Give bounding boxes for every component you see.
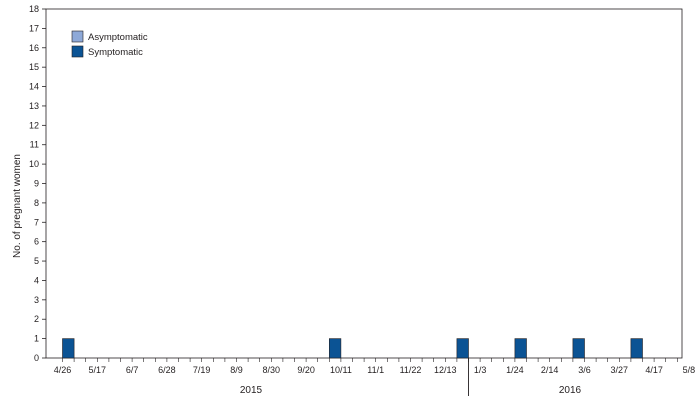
x-tick-label: 1/3 [474,365,487,375]
x-tick-label: 11/1 [367,365,384,375]
bar-symptomatic [328,338,342,359]
y-tick-label: 0 [34,353,39,363]
x-tick-label: 12/13 [434,365,457,375]
legend-label-asymptomatic: Asymptomatic [88,32,148,43]
x-tick-label: 9/20 [297,365,315,375]
y-tick-label: 15 [29,62,39,72]
bar-symptomatic [514,338,527,359]
x-tick-label: 5/8 [683,365,696,375]
legend-swatch-symptomatic [71,45,84,58]
bar-symptomatic [572,338,585,359]
y-tick-label: 7 [34,217,39,227]
bar-symptomatic [62,338,75,359]
x-tick-label: 6/28 [158,365,176,375]
y-tick-label: 14 [29,82,39,92]
x-tick-label: 3/27 [611,365,629,375]
y-tick-label: 17 [29,23,39,33]
y-tick-label: 10 [29,159,39,169]
x-tick-label: 8/30 [263,365,281,375]
x-tick-label: 4/26 [54,365,72,375]
y-tick-label: 12 [29,120,39,130]
x-tick-label: 10/11 [330,365,352,375]
y-tick-label: 13 [29,101,39,111]
x-axis: 4/26 5/17 6/7 6/28 7/19 8/9 8/30 9/20 10/11 11/1 1… [54,358,695,396]
y-axis-label: No. of pregnant women [12,154,23,258]
x-tick-label: 1/24 [506,365,524,375]
y-tick-label: 2 [34,314,39,324]
y-tick-label: 8 [34,198,39,208]
x-tick-label: 4/17 [645,365,663,375]
y-tick-label: 16 [29,43,39,53]
y-tick-label: 5 [34,256,39,266]
year-label-2015: 2015 [240,385,263,396]
bar-symptomatic [456,338,469,359]
x-tick-label: 6/7 [126,365,139,375]
y-tick-label: 9 [34,179,39,189]
y-tick-label: 18 [29,4,39,14]
y-tick-label: 3 [34,295,39,305]
x-tick-label: 3/6 [578,365,591,375]
y-tick-label: 1 [34,334,39,344]
legend-swatch-asymptomatic [71,30,84,43]
legend: Asymptomatic Symptomatic [71,30,148,58]
year-label-2016: 2016 [559,385,582,396]
plot-frame [45,8,683,359]
x-tick-label: 7/19 [193,365,211,375]
x-tick-label: 2/14 [541,365,559,375]
y-tick-label: 6 [34,237,39,247]
legend-label-symptomatic: Symptomatic [88,47,143,58]
plot-area [45,8,683,359]
x-tick-label: 8/9 [230,365,243,375]
x-tick-label: 5/17 [89,365,107,375]
bar-symptomatic [630,338,643,359]
x-tick-label: 11/22 [400,365,422,375]
y-tick-label: 4 [34,275,39,285]
y-tick-label: 11 [30,140,39,150]
